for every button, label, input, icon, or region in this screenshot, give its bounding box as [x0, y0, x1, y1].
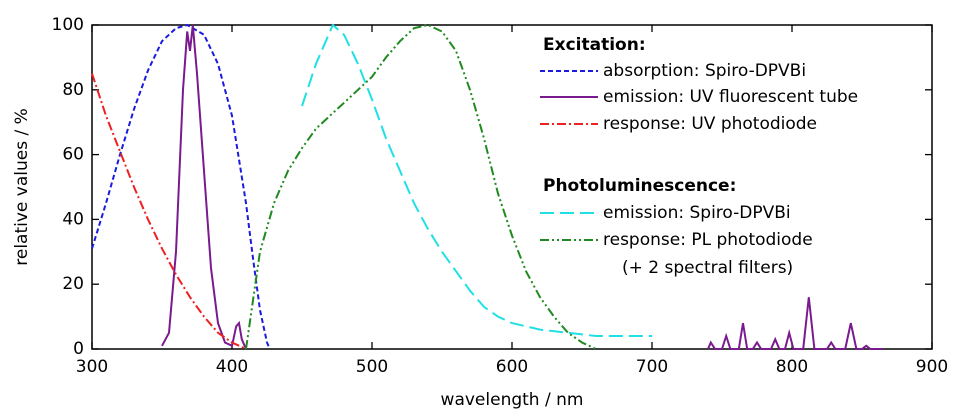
y-axis-label: relative values / %	[12, 108, 32, 266]
series-line	[301, 23, 652, 337]
legend-heading: Photoluminescence:	[543, 176, 736, 196]
x-axis-label: wavelength / nm	[441, 390, 584, 410]
legend-label: response: PL photodiode	[603, 230, 813, 250]
series-line	[91, 73, 247, 350]
x-tick-label: 500	[356, 357, 388, 377]
y-tick-label: 60	[62, 145, 84, 165]
series-line	[91, 23, 271, 350]
legend-heading: Excitation:	[543, 35, 646, 55]
legend-label: emission: UV fluorescent tube	[603, 87, 858, 107]
y-tick-label: 40	[62, 209, 84, 229]
y-tick-label: 100	[52, 15, 84, 35]
x-tick-label: 800	[776, 357, 808, 377]
annotation: (+ 2 spectral filters)	[622, 258, 793, 278]
legend-label: emission: Spiro-DPVBi	[603, 203, 791, 223]
y-tick-label: 0	[73, 339, 84, 359]
x-tick-label: 400	[216, 357, 248, 377]
y-tick-label: 20	[62, 274, 84, 294]
x-tick-label: 300	[76, 357, 108, 377]
legend-label: response: UV photodiode	[603, 114, 817, 134]
series-line	[161, 24, 883, 350]
series-line	[245, 23, 597, 350]
x-tick-label: 600	[496, 357, 528, 377]
y-tick-label: 80	[62, 80, 84, 100]
legend-label: absorption: Spiro-DPVBi	[603, 61, 806, 81]
x-tick-label: 700	[636, 357, 668, 377]
x-tick-label: 900	[916, 357, 948, 377]
